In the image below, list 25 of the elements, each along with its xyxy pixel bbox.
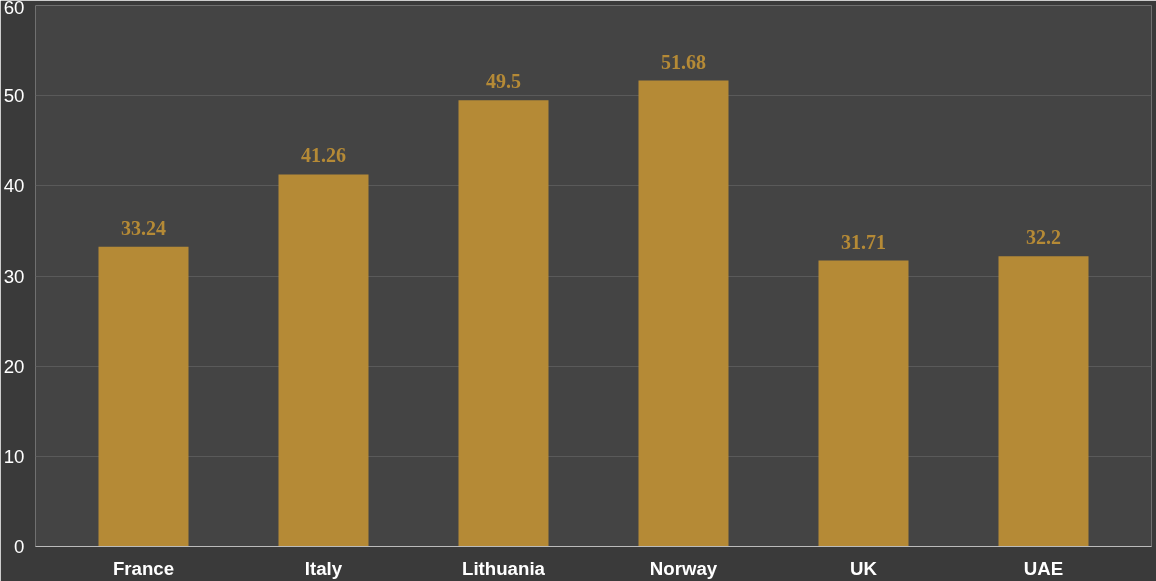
y-tick-label: 60 [3,0,25,18]
x-tick-label: Italy [304,557,343,579]
data-label: 49.5 [486,70,521,93]
y-tick-label: 0 [14,536,25,557]
y-tick-label: 10 [3,445,25,467]
y-tick-label: 40 [3,175,25,197]
data-label: 33.24 [121,216,166,239]
bar [458,100,549,547]
x-tick-label: France [112,557,175,579]
y-tick-label: 50 [3,85,25,107]
data-label: 41.26 [301,144,346,167]
bar [998,256,1089,547]
x-tick-label: Norway [649,557,718,579]
y-tick-label: 20 [3,355,25,377]
data-label: 31.71 [841,230,886,253]
y-tick-label: 30 [3,265,25,287]
x-tick-label: Lithuania [462,557,546,579]
bar [638,80,729,547]
bar [98,246,189,547]
bar [818,260,909,547]
data-label: 32.2 [1026,226,1061,249]
x-tick-label: UAE [1023,557,1064,579]
x-tick-label: UK [850,557,878,579]
data-label: 51.68 [661,50,706,73]
bar [278,174,369,547]
